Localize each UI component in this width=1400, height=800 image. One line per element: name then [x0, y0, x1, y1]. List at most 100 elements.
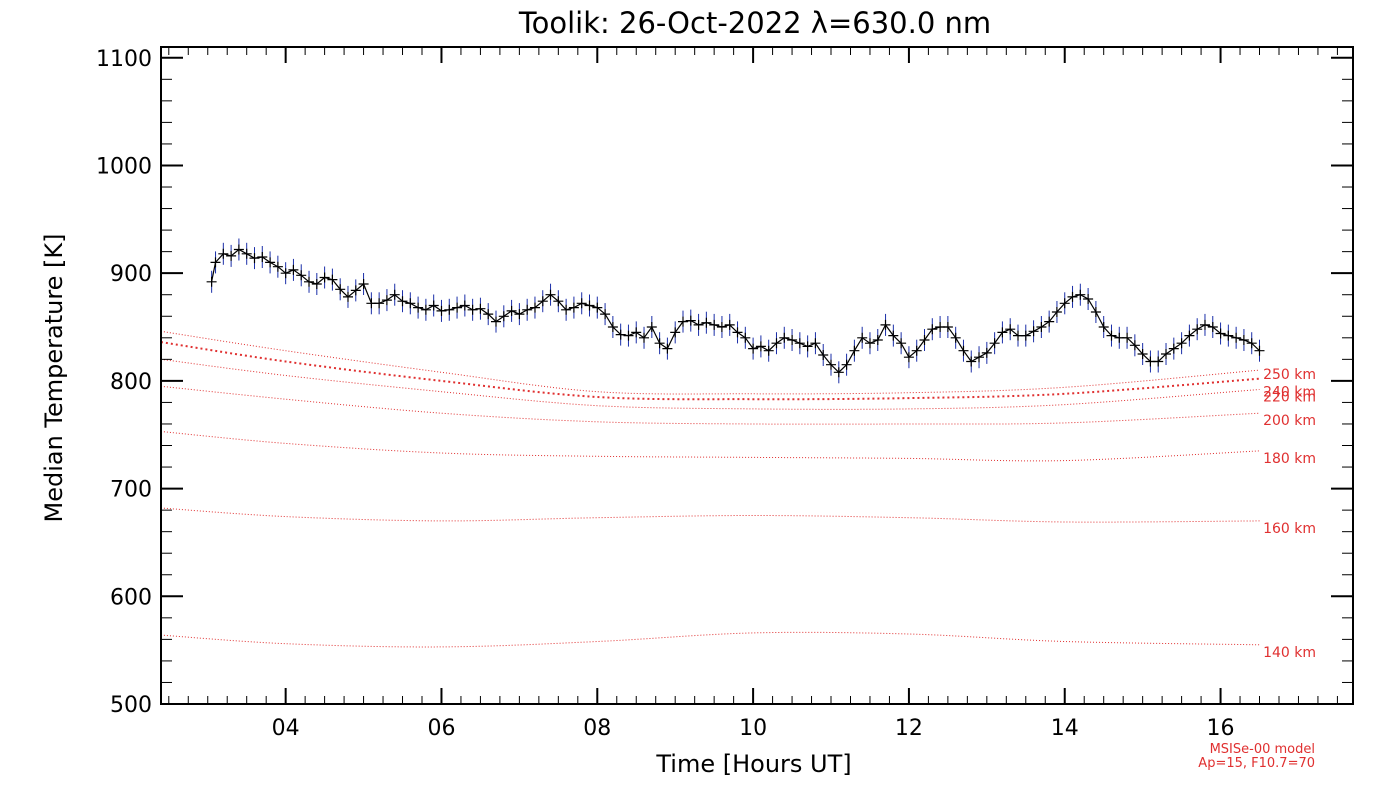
model-curve-240km	[160, 341, 1260, 401]
data-point	[444, 304, 455, 315]
data-point	[452, 302, 463, 313]
data-point	[615, 329, 626, 340]
data-point	[584, 300, 595, 311]
data-point	[646, 322, 657, 332]
data-point	[841, 359, 852, 370]
data-point	[810, 338, 821, 349]
data-point	[1083, 294, 1094, 304]
x-tick-label: 12	[895, 716, 923, 741]
data-point	[428, 300, 439, 311]
data-point	[1168, 343, 1179, 354]
data-point	[685, 315, 696, 326]
temperature-line	[211, 248, 1260, 374]
data-point	[561, 304, 572, 315]
data-point	[210, 257, 221, 268]
model-curve-label: 180 km	[1263, 451, 1316, 467]
data-point	[592, 302, 603, 313]
x-axis-label: Time [Hours UT]	[655, 750, 851, 778]
x-tick-label: 06	[427, 716, 455, 741]
model-curve-label: 220 km	[1263, 390, 1316, 406]
data-point	[709, 319, 720, 330]
data-point	[233, 244, 244, 255]
data-point	[1075, 289, 1086, 300]
data-point	[459, 300, 470, 311]
plot-frame	[160, 46, 1354, 705]
data-point	[826, 359, 836, 370]
data-point	[1153, 356, 1164, 367]
data-point	[919, 335, 930, 345]
data-point	[537, 296, 548, 307]
data-point	[249, 253, 260, 264]
data-point	[802, 341, 813, 352]
data-point	[311, 279, 322, 289]
data-point	[374, 298, 385, 309]
model-curve-label: 140 km	[1263, 645, 1316, 661]
data-point	[288, 264, 299, 275]
data-point	[327, 274, 338, 285]
data-point	[958, 345, 969, 356]
data-point	[857, 332, 868, 343]
y-tick-label: 1100	[96, 47, 152, 72]
data-point	[950, 332, 961, 343]
data-point	[639, 332, 649, 343]
data-point	[350, 285, 361, 296]
data-point	[420, 304, 431, 315]
data-point	[787, 335, 798, 345]
data-point	[716, 322, 727, 332]
data-point	[319, 272, 330, 283]
data-point	[631, 327, 642, 338]
data-point	[966, 356, 977, 367]
data-point	[1090, 307, 1101, 317]
data-point	[1067, 291, 1078, 302]
model-curve-200km	[160, 385, 1260, 425]
model-note-params: Ap=15, F10.7=70	[1198, 756, 1315, 771]
y-tick-label: 500	[110, 693, 152, 718]
y-axis-label: Median Temperature [K]	[40, 233, 68, 522]
data-point	[1246, 338, 1257, 349]
data-point	[1044, 316, 1055, 327]
data-point	[491, 316, 501, 327]
data-point	[358, 279, 369, 289]
data-point	[1028, 326, 1039, 337]
data-point	[1223, 330, 1234, 341]
model-curve-label: 160 km	[1263, 521, 1316, 537]
data-point	[1207, 322, 1218, 332]
data-point	[1122, 332, 1133, 343]
data-point	[888, 330, 899, 341]
data-point	[1059, 298, 1070, 309]
data-point	[1137, 349, 1148, 359]
data-point	[413, 302, 424, 313]
data-point	[732, 327, 743, 338]
data-point	[1200, 319, 1210, 330]
data-point	[514, 309, 525, 320]
model-curve-140km	[160, 631, 1260, 648]
plot-axes: 04 06 08 10 12 14 16 500 600 700 800 900 1000 1100	[96, 46, 1354, 741]
data-point	[1176, 338, 1187, 349]
data-point	[600, 309, 611, 320]
data-point	[226, 250, 237, 261]
data-point	[903, 352, 914, 363]
data-point	[849, 345, 860, 356]
model-curve-250km	[160, 330, 1260, 395]
data-point	[467, 304, 478, 315]
data-point	[280, 268, 291, 279]
data-point	[475, 303, 486, 314]
data-point	[794, 338, 805, 349]
data-point	[1215, 328, 1226, 339]
data-point	[1106, 330, 1117, 341]
data-point	[522, 304, 533, 315]
data-point	[553, 296, 564, 307]
data-point	[381, 295, 392, 306]
data-point	[1098, 322, 1109, 332]
data-point	[896, 338, 907, 349]
data-point	[1005, 324, 1016, 335]
data-point	[607, 322, 618, 332]
data-point	[942, 322, 953, 332]
data-point	[272, 261, 283, 272]
data-point	[779, 332, 790, 343]
data-point	[218, 248, 229, 259]
data-point	[436, 305, 447, 316]
data-point	[1129, 340, 1140, 351]
data-point	[927, 324, 938, 335]
